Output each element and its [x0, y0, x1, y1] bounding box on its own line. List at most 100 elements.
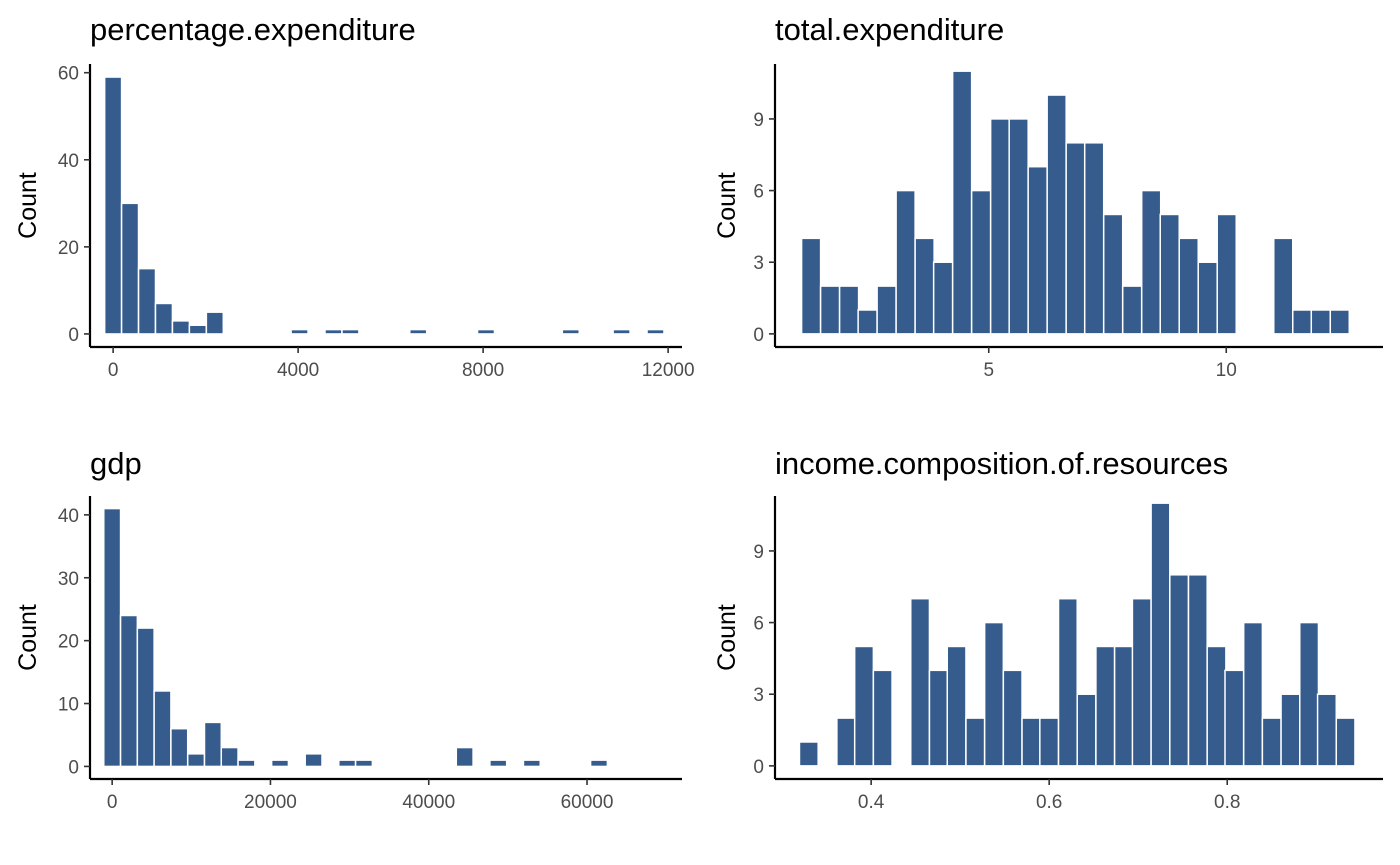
total-expenditure-bar [932, 261, 954, 335]
percentage-expenditure-bar [324, 328, 343, 335]
y-tick-label: 0 [753, 757, 764, 778]
gdp-bar [455, 746, 474, 768]
income-composition-bar [1280, 693, 1301, 767]
percentage-expenditure-bar [103, 76, 123, 335]
total-expenditure-bar [1027, 165, 1048, 335]
income-composition-bar [1113, 645, 1135, 767]
y-tick-label: 0 [68, 757, 79, 778]
total-expenditure-bar [914, 237, 935, 335]
y-axis-title: Count [713, 172, 741, 239]
panel-title: gdp [90, 446, 142, 481]
income-composition-bar [1335, 717, 1356, 767]
percentage-expenditure-bar [188, 324, 208, 335]
income-composition-bar [1039, 717, 1060, 767]
total-expenditure-bar [1178, 237, 1199, 335]
total-expenditure-bar [1046, 94, 1067, 335]
income-composition-bar [872, 669, 893, 767]
total-expenditure-bar [1273, 237, 1294, 335]
y-tick-label: 3 [753, 685, 764, 706]
income-composition-bar [1021, 717, 1042, 767]
income-composition-bar [1095, 645, 1116, 767]
percentage-expenditure-bar [612, 328, 631, 335]
y-tick-label: 10 [58, 695, 79, 716]
gdp-bar [153, 690, 172, 768]
x-tick-label: 0.6 [1036, 792, 1062, 813]
panel-title: percentage.expenditure [90, 12, 416, 47]
income-composition-bar [1150, 502, 1171, 767]
x-tick-label: 10 [1216, 360, 1237, 381]
gdp-bar [489, 759, 508, 768]
income-composition-bar [853, 645, 875, 767]
income-composition-bar [983, 621, 1005, 767]
total-expenditure-bar [1329, 309, 1351, 335]
y-tick-label: 9 [753, 542, 764, 563]
gdp-bar [103, 507, 122, 768]
total-expenditure-bar [895, 189, 916, 335]
total-expenditure-bar [1310, 309, 1332, 335]
percentage-expenditure-bar [137, 267, 157, 335]
y-tick-label: 40 [58, 506, 79, 527]
total-expenditure-bar [1292, 309, 1313, 335]
percentage-expenditure-bar [171, 320, 191, 335]
x-tick-label: 0 [107, 792, 118, 813]
total-expenditure-bar [1065, 142, 1086, 335]
total-expenditure-bar [838, 285, 860, 335]
x-tick-label: 0 [108, 360, 119, 381]
percentage-expenditure-bar [476, 328, 496, 335]
income-composition-bar [1206, 645, 1227, 767]
percentage-expenditure-bar [290, 328, 309, 335]
total-expenditure-bar [1140, 189, 1162, 335]
income-composition-bar [1169, 574, 1190, 767]
total-expenditure-bar [857, 309, 878, 335]
y-tick-label: 0 [68, 325, 79, 346]
income-composition-bar [798, 741, 819, 767]
percentage-expenditure-bar [154, 302, 174, 335]
income-composition-bar [1076, 693, 1097, 767]
y-axis-title: Count [14, 604, 42, 671]
gdp-bar [170, 727, 189, 768]
x-tick-label: 20000 [244, 792, 297, 813]
y-tick-label: 40 [58, 151, 79, 172]
percentage-expenditure-bar [341, 328, 360, 335]
x-tick-label: 12000 [642, 360, 695, 381]
y-tick-label: 30 [58, 569, 79, 590]
x-tick-label: 0.8 [1214, 792, 1240, 813]
income-composition-bar [1299, 621, 1320, 767]
percentage-expenditure-bar [561, 328, 580, 335]
income-composition-bar [1261, 717, 1282, 767]
total-expenditure-bar [819, 285, 841, 335]
total-expenditure-bar [1083, 142, 1105, 335]
x-tick-label: 40000 [402, 792, 455, 813]
panel-income-composition: 0 3 6 9 0.4 0.6 0.8 income.composition.of.resou… [713, 446, 1383, 813]
gdp-bar [203, 721, 223, 768]
income-composition-bar [1242, 621, 1264, 767]
income-composition-bar [1002, 669, 1023, 767]
total-expenditure-bar [989, 118, 1011, 335]
y-tick-label: 0 [753, 325, 764, 346]
total-expenditure-bar [876, 285, 897, 335]
income-composition-bar [965, 717, 986, 767]
total-expenditure-bar [1008, 118, 1029, 335]
total-expenditure-bar [951, 70, 973, 335]
panel-title: total.expenditure [775, 12, 1004, 47]
income-composition-bar [946, 645, 967, 767]
gdp-bar [136, 627, 155, 768]
y-axis-title: Count [14, 172, 42, 239]
income-composition-bar [1316, 693, 1338, 767]
y-tick-label: 20 [58, 238, 79, 259]
gdp-bar [354, 759, 374, 768]
income-composition-bar [1224, 669, 1245, 767]
total-expenditure-bar [1197, 261, 1218, 335]
percentage-expenditure-bar [646, 328, 665, 335]
percentage-expenditure-bar [205, 311, 225, 335]
x-tick-label: 60000 [561, 792, 614, 813]
y-tick-label: 6 [753, 614, 764, 635]
panel-percentage-expenditure: 0 20 40 60 0 4000 8000 12000 percentage.expendit… [14, 12, 695, 381]
total-expenditure-bar [1121, 285, 1143, 335]
panel-title: income.composition.of.resources [775, 446, 1228, 481]
gdp-bar [338, 759, 357, 768]
y-tick-label: 60 [58, 64, 79, 85]
total-expenditure-bar [1102, 213, 1124, 335]
income-composition-bar [910, 597, 931, 767]
